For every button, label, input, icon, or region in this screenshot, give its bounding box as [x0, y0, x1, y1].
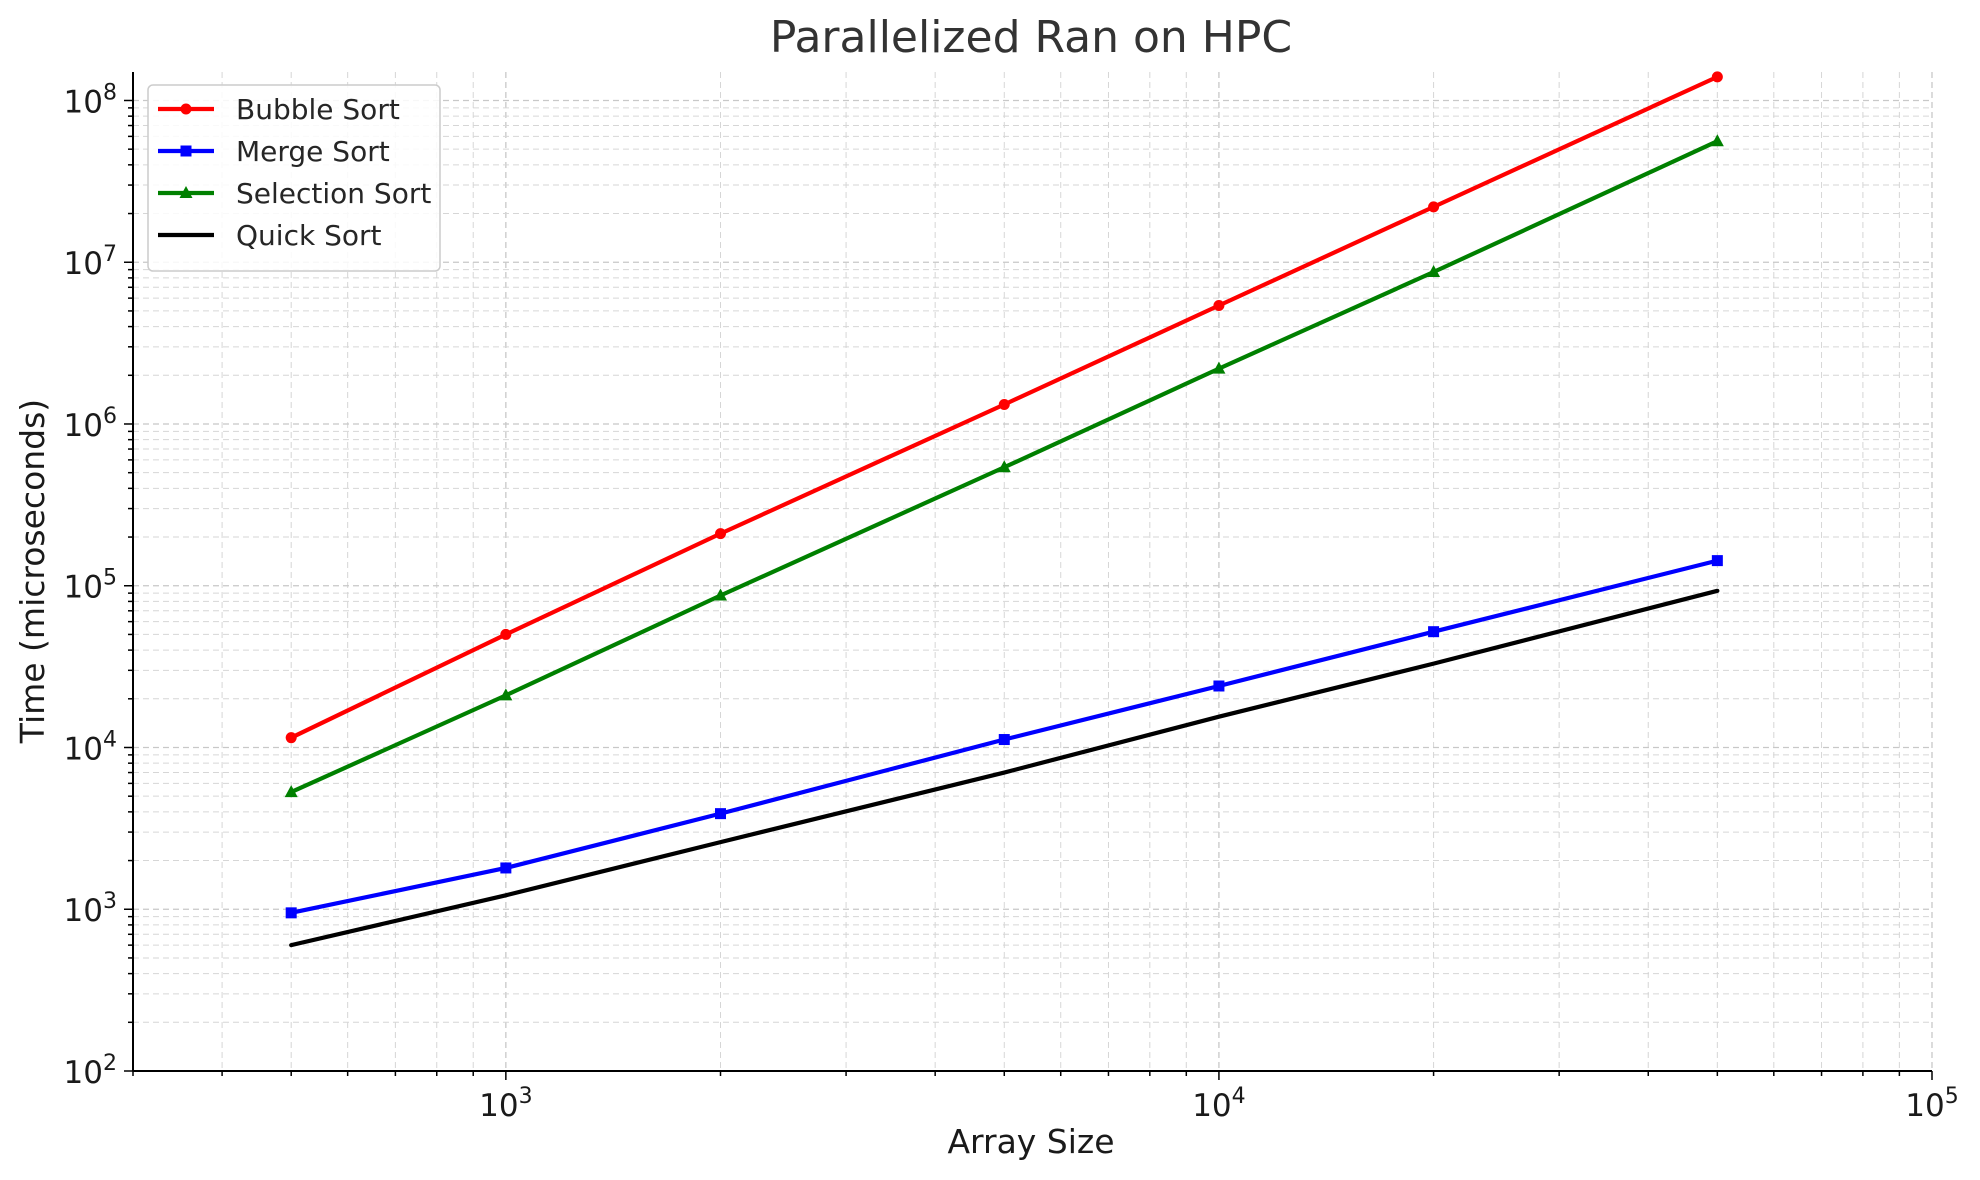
x-tick-label: 104: [1192, 1084, 1245, 1124]
quick-sort-series: [289, 588, 1720, 948]
legend-label: Selection Sort: [236, 177, 431, 210]
legend-label: Bubble Sort: [236, 93, 400, 126]
bubble-sort-point: [998, 398, 1010, 410]
merge-sort-point: [1213, 680, 1225, 692]
y-tick-label: 102: [64, 1051, 117, 1091]
legend-marker: [179, 186, 193, 198]
legend-item-bubble-sort: Bubble Sort: [158, 93, 400, 126]
merge-sort-series: [285, 555, 1723, 919]
legend-marker: [180, 103, 192, 115]
legend-item-selection-sort: Selection Sort: [158, 177, 431, 210]
merge-sort-point: [998, 734, 1010, 746]
merge-sort-point: [500, 862, 512, 874]
quick-sort-line: [289, 588, 1720, 948]
bubble-sort-point: [500, 628, 512, 640]
y-tick-label: 107: [64, 242, 117, 282]
bubble-sort-point: [1428, 201, 1440, 213]
legend-item-quick-sort: Quick Sort: [158, 219, 381, 252]
selection-sort-point: [1212, 361, 1226, 374]
legend: Bubble Sort Merge Sort Selection Sort Quick…: [147, 84, 441, 272]
selection-sort-point: [997, 460, 1011, 473]
y-tick-label: 105: [64, 566, 117, 606]
selection-sort-point: [1710, 134, 1724, 147]
chart-title: Parallelized Ran on HPC: [770, 12, 1292, 63]
merge-sort-point: [1428, 626, 1440, 638]
selection-sort-series: [284, 134, 1724, 798]
x-axis-title: Array Size: [947, 1122, 1114, 1161]
bubble-sort-point: [1711, 71, 1723, 83]
x-tick-label: 103: [479, 1084, 532, 1124]
selection-sort-point: [284, 785, 298, 798]
selection-sort-point: [1427, 265, 1441, 278]
y-tick-label: 104: [64, 727, 117, 767]
legend-marker: [180, 145, 192, 157]
x-tick-label: 105: [1905, 1084, 1958, 1124]
bubble-sort-point: [715, 528, 727, 540]
merge-sort-point: [715, 808, 727, 820]
series-layer: [284, 71, 1724, 948]
legend-item-merge-sort: Merge Sort: [158, 135, 390, 168]
bubble-sort-point: [285, 732, 297, 744]
axes: [124, 72, 1933, 1080]
legend-label: Merge Sort: [236, 135, 390, 168]
tick-labels: 103 104 105 102 103 104 105 106 107 108: [64, 80, 1959, 1124]
legend-label: Quick Sort: [236, 219, 381, 252]
bubble-sort-point: [1213, 300, 1225, 312]
legend-box: [147, 84, 441, 272]
selection-sort-point: [499, 688, 513, 701]
y-axis-title: Time (microseconds): [13, 399, 52, 744]
merge-sort-point: [285, 907, 297, 919]
y-tick-label: 106: [64, 404, 117, 444]
y-tick-label: 103: [64, 889, 117, 929]
merge-sort-point: [1711, 555, 1723, 567]
bubble-sort-series: [285, 71, 1723, 744]
selection-sort-point: [714, 588, 728, 601]
y-tick-label: 108: [64, 80, 117, 120]
